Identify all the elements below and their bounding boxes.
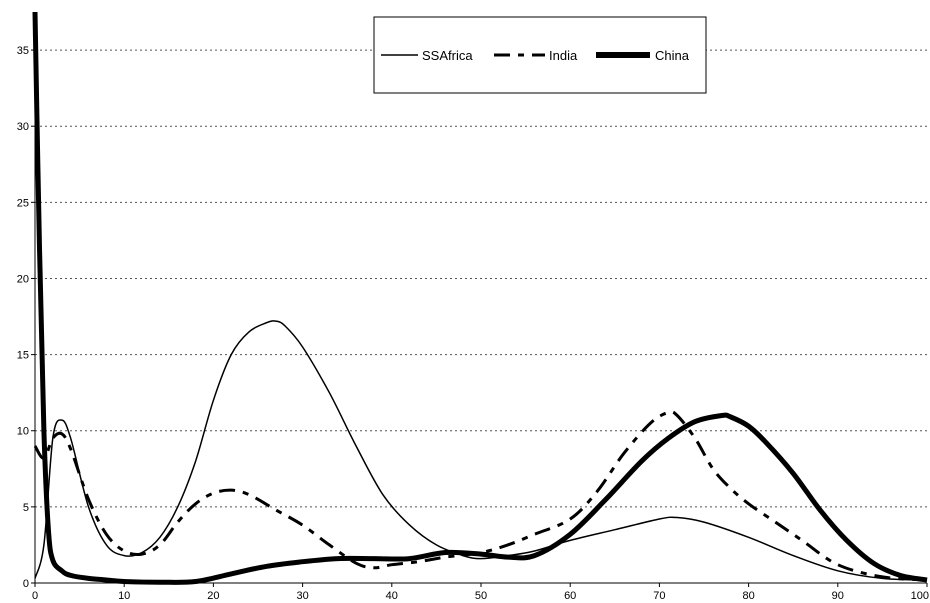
x-tick-label-10: 10 xyxy=(118,590,130,602)
y-tick-label-15: 15 xyxy=(17,350,29,362)
y-tick-label-30: 30 xyxy=(17,121,29,133)
axes xyxy=(34,12,927,584)
series-line-india xyxy=(33,410,928,582)
series-line-china xyxy=(32,11,928,585)
legend-label-india: India xyxy=(549,48,578,63)
series-layer xyxy=(32,11,928,585)
series-line-ssafrica xyxy=(34,320,928,581)
x-tick-label-20: 20 xyxy=(207,590,219,602)
ticks: 0 5 10 15 20 25 30 35 0 10 20 30 40 50 60 70 80 90 100 xyxy=(17,45,929,602)
x-tick-label-90: 90 xyxy=(832,590,844,602)
y-tick-label-10: 10 xyxy=(17,426,29,438)
y-tick-label-25: 25 xyxy=(17,197,29,209)
x-tick-label-40: 40 xyxy=(386,590,398,602)
gridlines xyxy=(35,49,927,508)
x-tick-label-60: 60 xyxy=(564,590,576,602)
x-tick-label-80: 80 xyxy=(742,590,754,602)
x-tick-label-100: 100 xyxy=(911,590,929,602)
legend: SSAfrica India China xyxy=(373,16,707,94)
y-tick-label-5: 5 xyxy=(23,502,29,514)
x-tick-label-0: 0 xyxy=(32,590,38,602)
x-tick-label-70: 70 xyxy=(653,590,665,602)
y-tick-label-0: 0 xyxy=(23,578,29,590)
x-tick-label-30: 30 xyxy=(296,590,308,602)
x-tick-label-50: 50 xyxy=(475,590,487,602)
y-tick-label-20: 20 xyxy=(17,273,29,285)
legend-label-china: China xyxy=(655,48,690,63)
y-tick-label-35: 35 xyxy=(17,45,29,57)
legend-label-ssafrica: SSAfrica xyxy=(422,48,473,63)
